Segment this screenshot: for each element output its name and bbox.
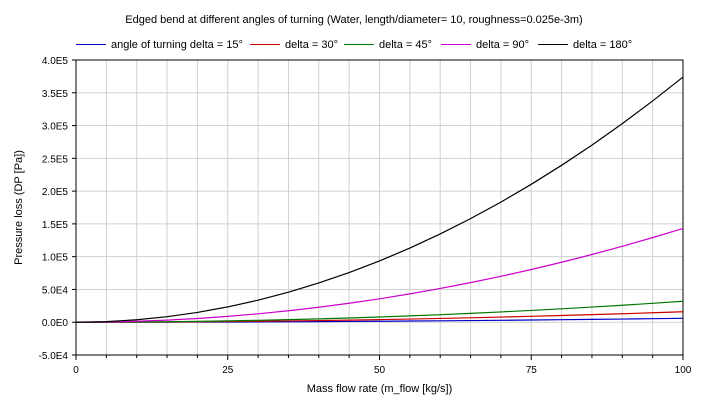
legend-swatch-delta-15: [76, 44, 106, 45]
legend-label-delta-90: delta = 90°: [476, 39, 530, 51]
chart-legend: angle of turning delta = 15° delta = 30°…: [0, 38, 708, 52]
legend-swatch-delta-180: [538, 44, 568, 45]
x-tick-label: 25: [222, 365, 234, 376]
y-tick-label: 1.0E5: [42, 253, 69, 264]
legend-label-delta-30: delta = 30°: [285, 39, 339, 51]
legend-swatch-delta-30: [250, 44, 280, 45]
legend-swatch-delta-90: [441, 44, 471, 45]
y-tick-label: 0.0E0: [42, 318, 69, 329]
x-axis-label: Mass flow rate (m_flow [kg/s]): [307, 383, 452, 395]
y-tick-label: 3.5E5: [42, 89, 69, 100]
y-tick-label: -5.0E4: [39, 351, 69, 362]
x-tick-label: 100: [675, 365, 692, 376]
y-tick-label: 4.0E5: [42, 56, 69, 67]
x-tick-label: 75: [526, 365, 538, 376]
y-tick-label: 3.0E5: [42, 122, 69, 133]
legend-label-delta-15: angle of turning delta = 15°: [111, 39, 243, 51]
chart-title: Edged bend at different angles of turnin…: [125, 14, 583, 26]
y-tick-label: 2.5E5: [42, 154, 69, 165]
legend-swatch-delta-45: [344, 44, 374, 45]
series-line-4: [75, 76, 684, 323]
y-tick-label: 1.5E5: [42, 220, 69, 231]
legend-label-delta-180: delta = 180°: [573, 39, 633, 51]
y-axis-label: Pressure loss (DP [Pa]): [13, 150, 25, 265]
y-tick-label: 2.0E5: [42, 187, 69, 198]
series-line-3: [75, 227, 684, 323]
legend-label-delta-45: delta = 45°: [379, 39, 433, 51]
y-tick-label: 5.0E4: [42, 285, 69, 296]
x-tick-label: 0: [73, 365, 79, 376]
series-line-2: [75, 300, 684, 323]
x-tick-label: 50: [374, 365, 386, 376]
